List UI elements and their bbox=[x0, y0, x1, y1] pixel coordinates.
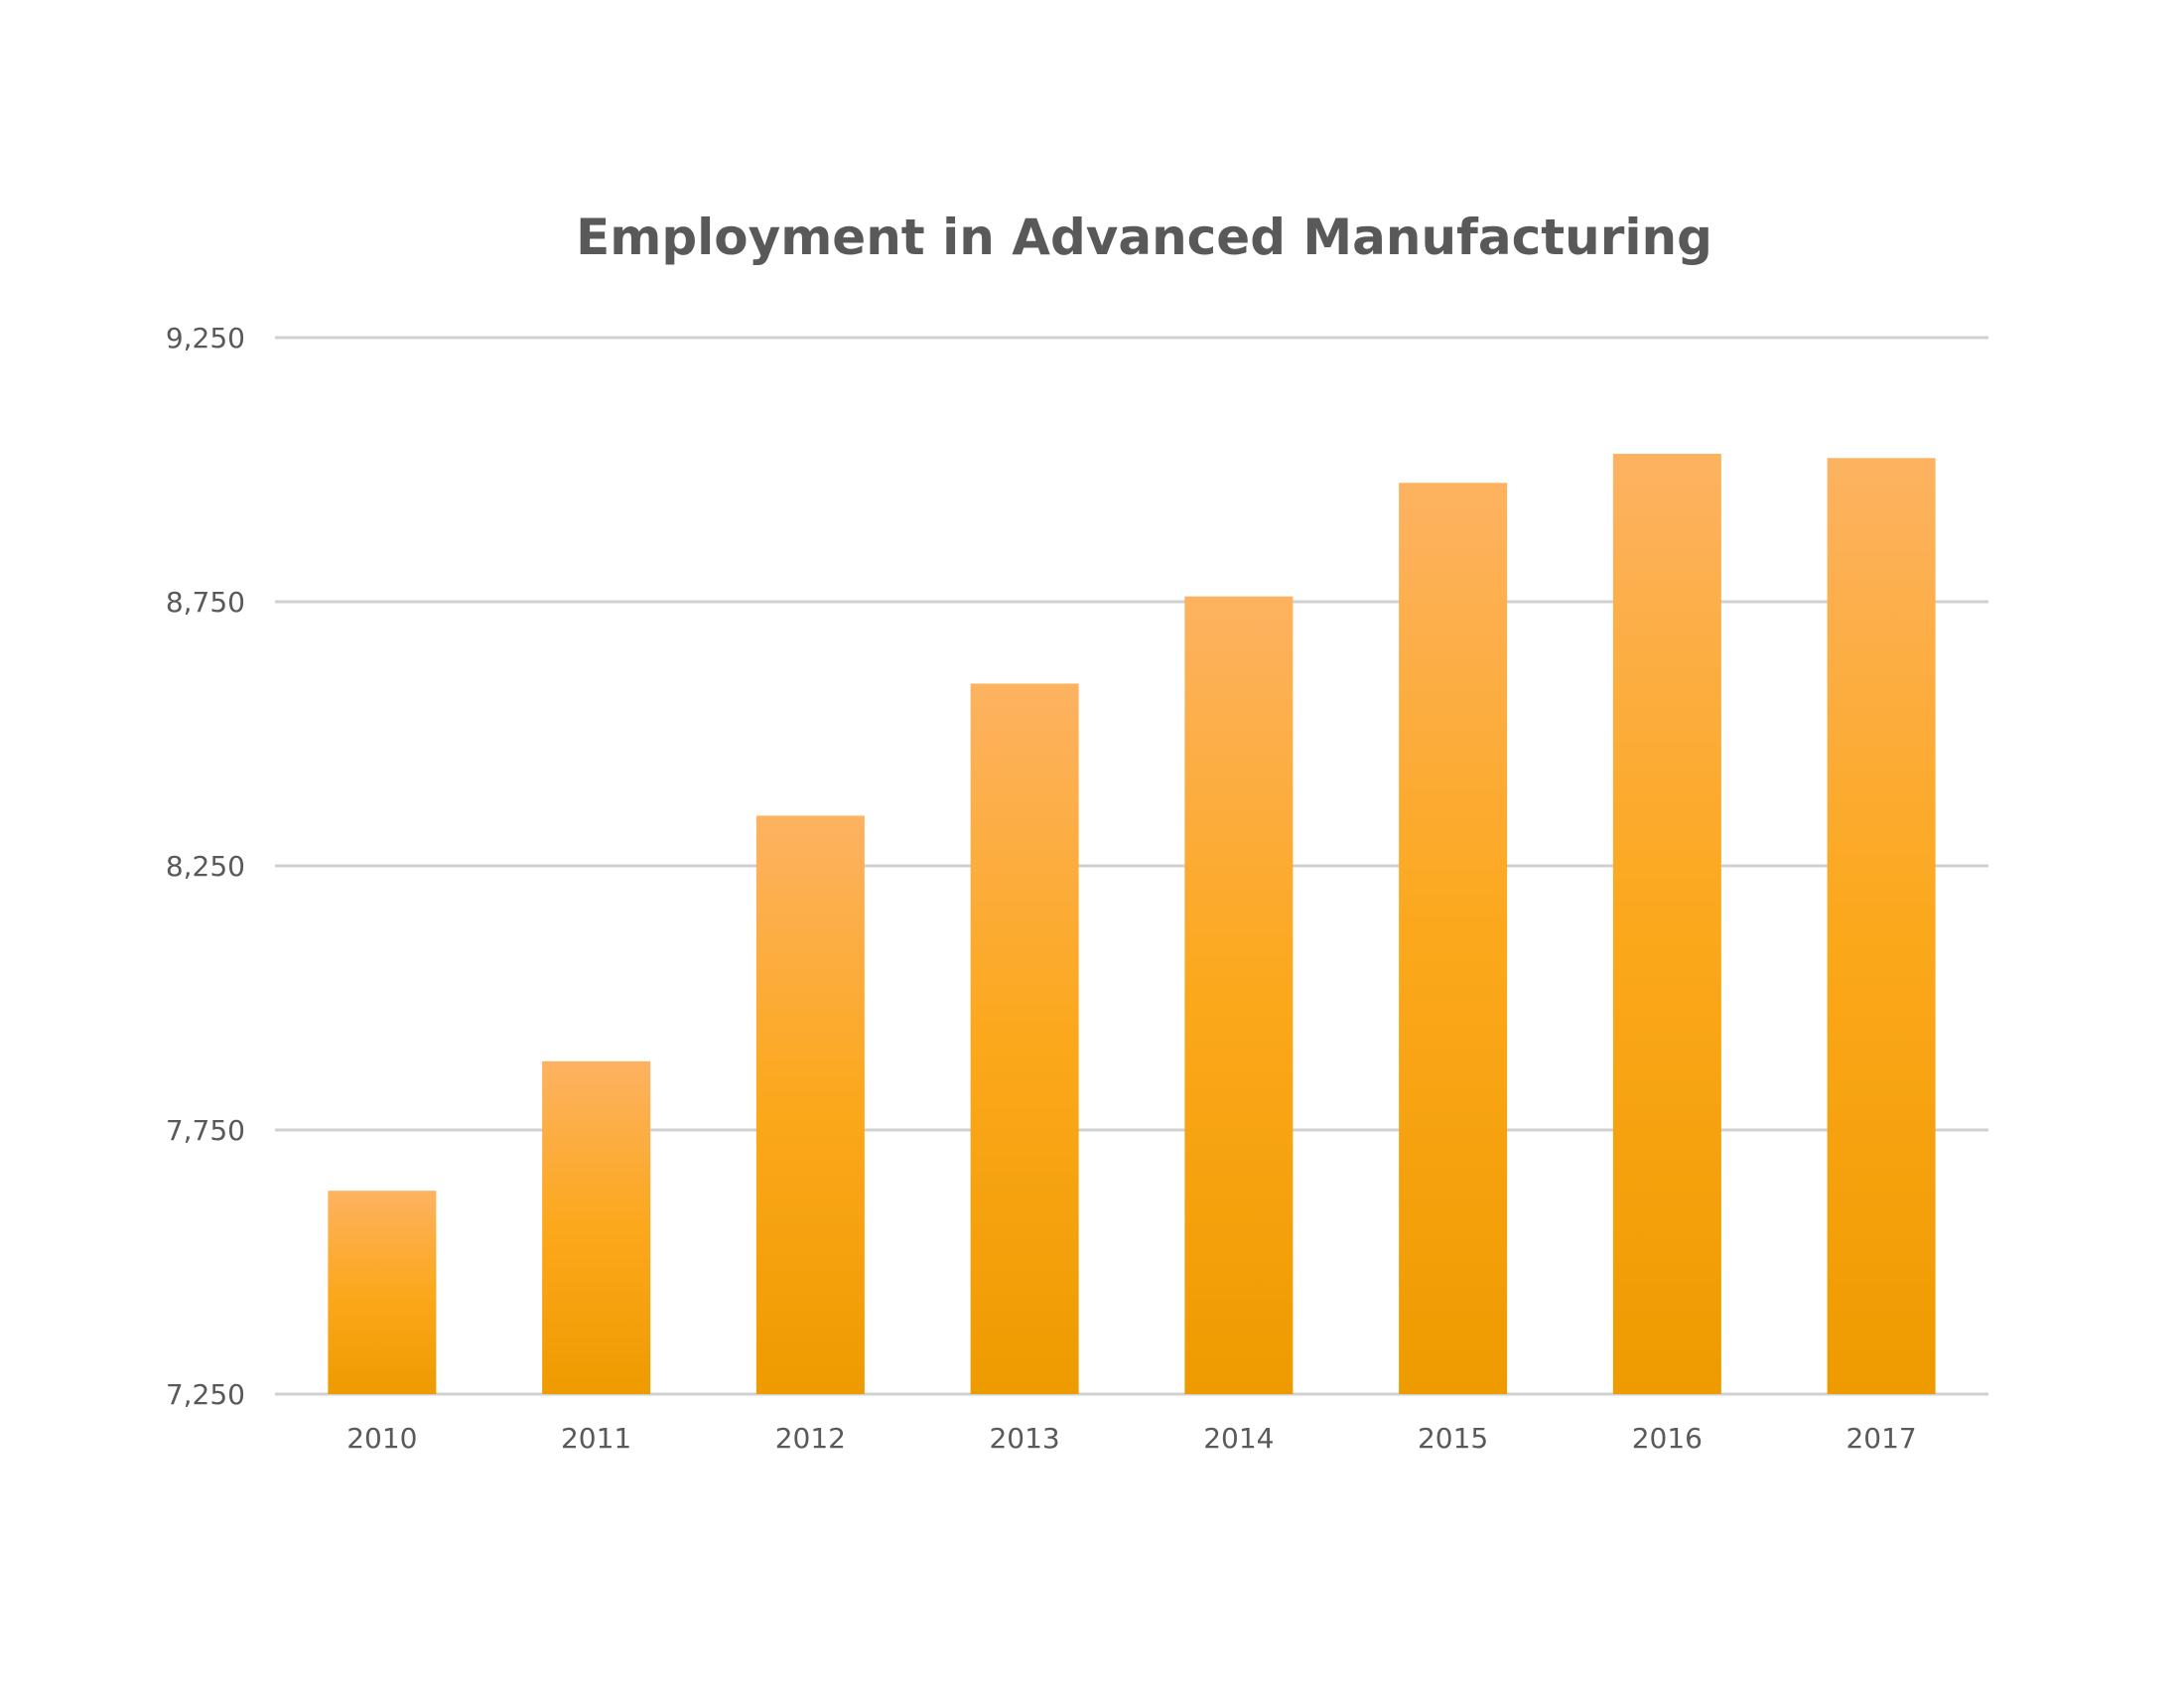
bars bbox=[328, 454, 1936, 1394]
bar-2014 bbox=[1184, 596, 1294, 1394]
y-tick-label: 7,750 bbox=[166, 1114, 245, 1147]
bar-2017 bbox=[1827, 458, 1936, 1394]
y-tick-label: 7,250 bbox=[166, 1378, 245, 1411]
x-tick-label: 2016 bbox=[1632, 1422, 1703, 1455]
x-tick-label: 2010 bbox=[346, 1422, 417, 1455]
bar-2012 bbox=[755, 815, 865, 1394]
x-tick-label: 2014 bbox=[1203, 1422, 1274, 1455]
x-tick-label: 2011 bbox=[561, 1422, 631, 1455]
x-tick-label: 2015 bbox=[1418, 1422, 1488, 1455]
x-axis-tick-labels: 2010 2011 2012 2013 2014 2015 2016 2017 bbox=[346, 1422, 1917, 1455]
bar-2010 bbox=[328, 1191, 437, 1394]
y-tick-label: 8,750 bbox=[166, 586, 245, 619]
bar-2011 bbox=[542, 1060, 651, 1394]
bar-2016 bbox=[1612, 454, 1721, 1394]
x-tick-label: 2012 bbox=[775, 1422, 846, 1455]
y-tick-label: 8,250 bbox=[166, 850, 245, 883]
gridlines bbox=[275, 336, 1988, 1396]
bar-2015 bbox=[1399, 483, 1508, 1394]
y-axis-tick-labels: 7,250 7,750 8,250 8,750 9,250 bbox=[166, 322, 245, 1411]
x-tick-label: 2017 bbox=[1845, 1422, 1916, 1455]
x-tick-label: 2013 bbox=[989, 1422, 1059, 1455]
y-tick-label: 9,250 bbox=[166, 322, 245, 354]
chart-title: Employment in Advanced Manufacturing bbox=[576, 209, 1712, 266]
bar-2013 bbox=[970, 683, 1079, 1394]
